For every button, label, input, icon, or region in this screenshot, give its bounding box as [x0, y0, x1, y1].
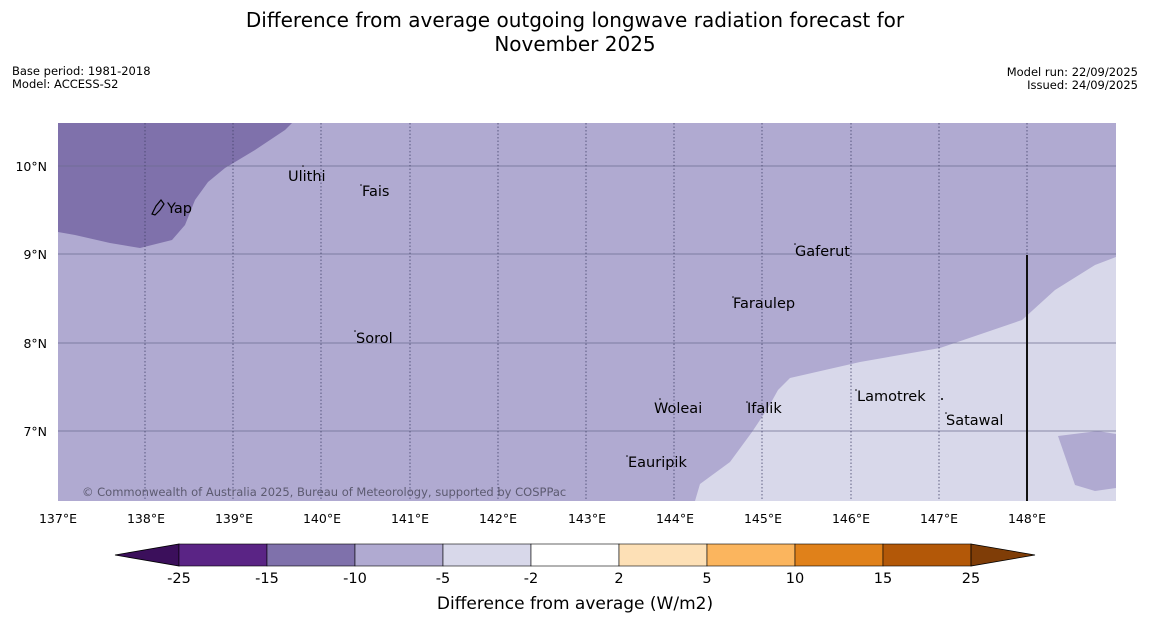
- lat-axis: 10°N 9°N 8°N 7°N: [15, 159, 47, 439]
- meta-left: Base period: 1981-2018 Model: ACCESS-S2: [12, 65, 151, 91]
- lon-tick-139e: 139°E: [215, 511, 253, 526]
- anomaly-band-minus15-minus10: [58, 123, 292, 248]
- colorbar-bin-8: [794, 543, 884, 567]
- colorbar-tick: -5: [436, 571, 450, 587]
- map-title: Difference from average outgoing longwav…: [0, 8, 1150, 56]
- map-area[interactable]: Yap Ulithi Fais Gaferut Faraulep Sorol L…: [58, 123, 1116, 501]
- colorbar-tick: -10: [343, 571, 367, 587]
- colorbar-tick: -25: [167, 571, 191, 587]
- model-name: Model: ACCESS-S2: [12, 77, 119, 91]
- colorbar-label: Difference from average (W/m2): [436, 594, 714, 614]
- lon-tick-140e: 140°E: [303, 511, 341, 526]
- lon-tick-141e: 141°E: [391, 511, 429, 526]
- colorbar-extend-high: [970, 543, 1036, 567]
- colorbar-bin-5: [530, 543, 620, 567]
- lon-tick-146e: 146°E: [832, 511, 870, 526]
- colorbar-tick: 5: [702, 571, 711, 587]
- base-period: Base period: 1981-2018: [12, 64, 151, 78]
- colorbar-bin-2: [266, 543, 356, 567]
- copyright-notice: © Commonwealth of Australia 2025, Bureau…: [82, 485, 566, 499]
- lon-tick-142e: 142°E: [479, 511, 517, 526]
- issued-date: Issued: 24/09/2025: [1027, 78, 1138, 92]
- anomaly-band-minus5-minus2: [695, 257, 1116, 501]
- place-woleai: Woleai: [654, 401, 702, 417]
- lon-tick-147e: 147°E: [920, 511, 958, 526]
- place-yap: Yap: [166, 201, 192, 217]
- lon-tick-137e: 137°E: [39, 511, 77, 526]
- lat-tick-8n: 8°N: [23, 336, 47, 351]
- place-ifalik: Ifalik: [747, 401, 782, 417]
- colorbar-tick: 25: [962, 571, 980, 587]
- colorbar: [114, 543, 1036, 567]
- model-run: Model run: 22/09/2025: [1006, 65, 1138, 79]
- lat-tick-10n: 10°N: [15, 159, 47, 174]
- graticule: [58, 123, 1116, 501]
- place-lamotrek: Lamotrek: [857, 389, 926, 405]
- place-faraulep: Faraulep: [733, 296, 795, 312]
- place-eauripik: Eauripik: [628, 455, 687, 471]
- colorbar-bin-4: [442, 543, 532, 567]
- lon-tick-138e: 138°E: [127, 511, 165, 526]
- place-markers: [302, 165, 947, 457]
- colorbar-tick: 15: [874, 571, 892, 587]
- title-line-2: November 2025: [494, 32, 656, 56]
- lon-axis: 137°E 138°E 139°E 140°E 141°E 142°E 143°…: [39, 511, 1046, 526]
- colorbar-bin-6: [618, 543, 708, 567]
- anomaly-patch-se: [1058, 431, 1116, 491]
- colorbar-tick: 10: [786, 571, 804, 587]
- colorbar-bin-1: [178, 543, 268, 567]
- place-fais: Fais: [362, 184, 389, 200]
- colorbar-tick: -2: [524, 571, 538, 587]
- lon-tick-144e: 144°E: [656, 511, 694, 526]
- title-line-1: Difference from average outgoing longwav…: [245, 8, 905, 32]
- place-sorol: Sorol: [356, 331, 393, 347]
- place-gaferut: Gaferut: [795, 244, 850, 260]
- colorbar-ticks: -25 -15 -10 -5 -2 2 5 10 15 25: [167, 571, 980, 587]
- colorbar-bin-3: [354, 543, 444, 567]
- colorbar-tick: 2: [614, 571, 623, 587]
- yap-island: [151, 199, 165, 216]
- colorbar-bin-7: [706, 543, 796, 567]
- colorbar-tick: -15: [255, 571, 279, 587]
- lon-tick-148e: 148°E: [1008, 511, 1046, 526]
- lon-tick-145e: 145°E: [744, 511, 782, 526]
- lat-tick-9n: 9°N: [23, 247, 47, 262]
- lat-tick-7n: 7°N: [23, 424, 47, 439]
- meta-right: Model run: 22/09/2025 Issued: 24/09/2025: [1007, 66, 1138, 92]
- lon-tick-143e: 143°E: [568, 511, 606, 526]
- place-satawal: Satawal: [946, 413, 1003, 429]
- place-ulithi: Ulithi: [288, 169, 326, 185]
- colorbar-bin-9: [882, 543, 972, 567]
- colorbar-extend-low: [114, 543, 180, 567]
